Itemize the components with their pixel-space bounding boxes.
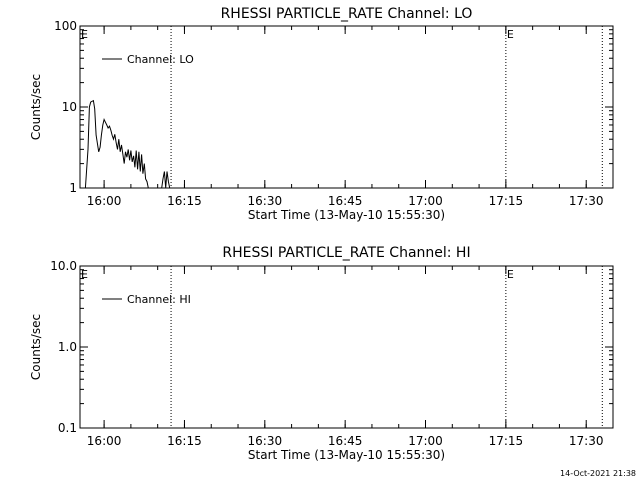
x-axis-label: Start Time (13-May-10 15:55:30) — [248, 448, 445, 462]
y-axis-label: Counts/sec — [29, 314, 43, 380]
x-tick-label: 17:00 — [408, 194, 443, 208]
y-axis-label: Counts/sec — [29, 74, 43, 140]
x-tick-label: 17:15 — [489, 194, 524, 208]
x-axis-label: Start Time (13-May-10 15:55:30) — [248, 208, 445, 222]
legend-label: Channel: LO — [127, 53, 194, 66]
chart-title: RHESSI PARTICLE_RATE Channel: HI — [222, 245, 470, 261]
x-tick-label: 17:15 — [489, 434, 524, 448]
event-flag: E — [507, 28, 514, 41]
x-tick-label: 16:15 — [167, 434, 202, 448]
y-tick-label: 1 — [69, 181, 77, 195]
event-flag: E — [507, 268, 514, 281]
y-tick-label: 1.0 — [58, 340, 77, 354]
x-tick-label: 17:30 — [569, 194, 604, 208]
x-tick-label: 16:30 — [248, 194, 283, 208]
panel-hi: RHESSI PARTICLE_RATE Channel: HI 16:00 16:… — [29, 245, 614, 462]
event-flag: E — [81, 28, 88, 41]
y-tick-label: 10 — [62, 100, 77, 114]
timestamp: 14-Oct-2021 21:38 — [560, 469, 636, 478]
x-tick-label: 17:00 — [408, 434, 443, 448]
x-tick-label: 16:00 — [87, 434, 122, 448]
chart-title: RHESSI PARTICLE_RATE Channel: LO — [221, 6, 473, 22]
x-tick-label: 17:30 — [569, 434, 604, 448]
x-tick-label: 16:15 — [167, 194, 202, 208]
series-line — [84, 99, 171, 189]
x-tick-label: 16:45 — [328, 194, 363, 208]
y-tick-label: 100 — [54, 19, 77, 33]
plot-frame — [79, 265, 614, 429]
plot-frame — [79, 25, 614, 189]
x-tick-label: 16:45 — [328, 434, 363, 448]
event-flag: E — [81, 268, 88, 281]
y-tick-label: 10.0 — [50, 259, 77, 273]
x-tick-label: 16:30 — [248, 434, 283, 448]
panel-lo: RHESSI PARTICLE_RATE Channel: LO 16:00 16:… — [29, 6, 614, 222]
legend-label: Channel: HI — [127, 293, 191, 306]
x-tick-label: 16:00 — [87, 194, 122, 208]
y-tick-label: 0.1 — [58, 421, 77, 435]
